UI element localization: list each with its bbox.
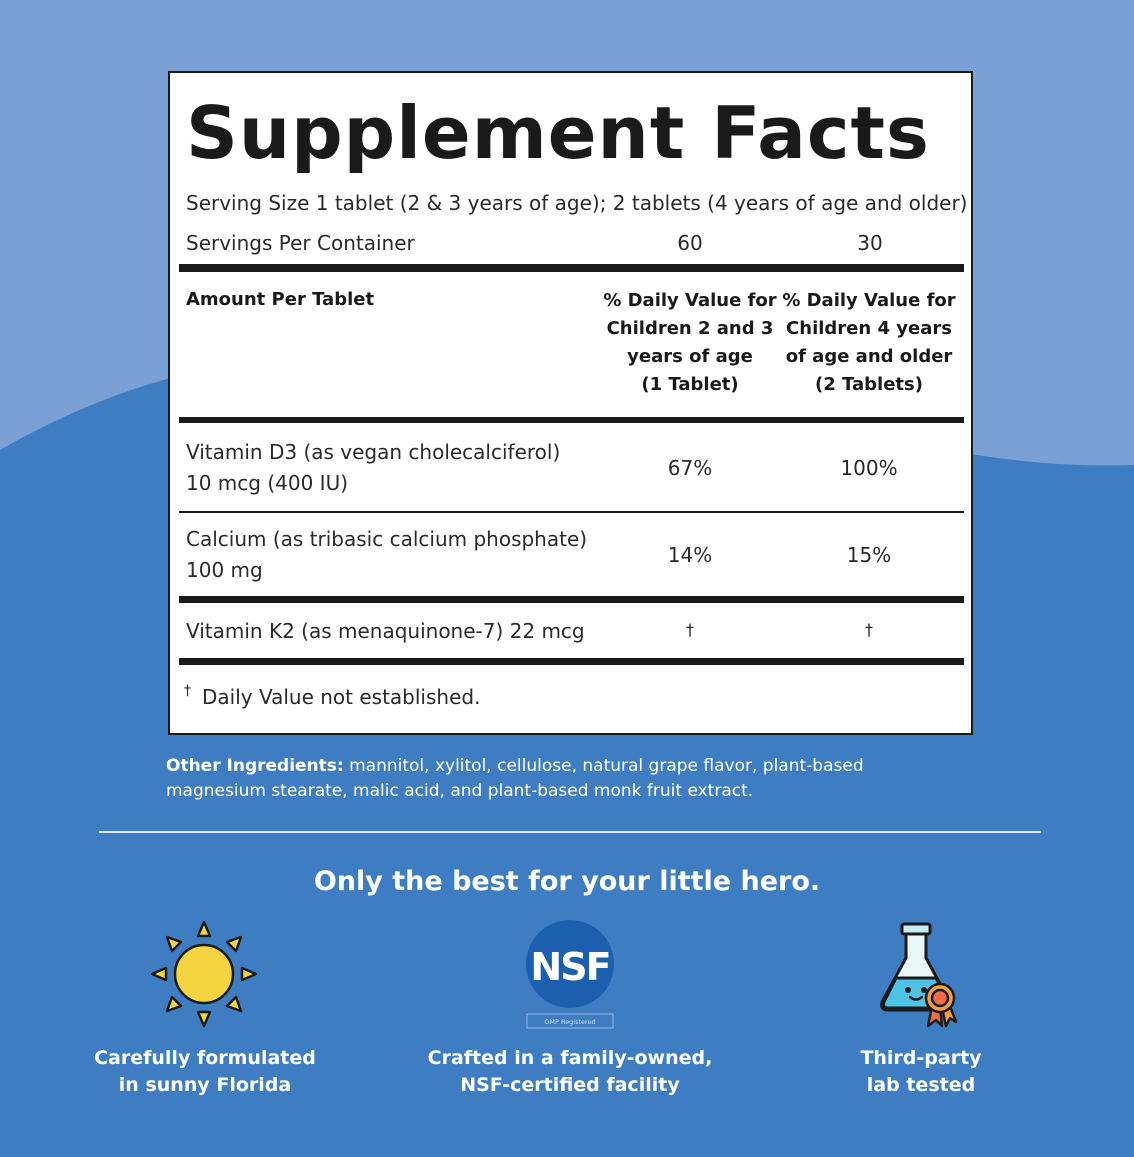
other-ingredients-label: Other Ingredients: bbox=[166, 756, 344, 776]
thick-divider bbox=[179, 658, 964, 665]
panel-title: Supplement Facts bbox=[186, 91, 930, 175]
daily-value-col2: 15% bbox=[846, 543, 892, 567]
flask-icon bbox=[880, 922, 958, 1028]
daily-value-col1: 14% bbox=[667, 543, 713, 567]
nutrient-name-line: Calcium (as tribasic calcium phosphate) bbox=[186, 527, 588, 551]
col2-header-line: (2 Tablets) bbox=[815, 374, 923, 395]
sun-icon bbox=[150, 920, 258, 1028]
nsf-logo-text: NSF bbox=[530, 945, 609, 989]
nutrient-name-line: Vitamin D3 (as vegan cholecalciferol) bbox=[186, 440, 561, 464]
daily-value-col2: 100% bbox=[840, 456, 898, 480]
col2-header-line: Children 4 years bbox=[786, 318, 952, 339]
servings-label: Servings Per Container bbox=[186, 231, 415, 255]
amount-header: Amount Per Tablet bbox=[186, 289, 375, 310]
tagline: Only the best for your little hero. bbox=[313, 866, 821, 897]
col1-header-line: years of age bbox=[627, 346, 753, 367]
col1-header-line: Children 2 and 3 bbox=[606, 318, 774, 339]
badge-label-florida: Carefully formulated in sunny Florida bbox=[35, 1045, 375, 1099]
daily-value-col1: † bbox=[686, 620, 694, 639]
supplement-facts-panel: Supplement Facts Serving Size 1 tablet (… bbox=[168, 71, 973, 735]
col2-header-line: of age and older bbox=[785, 346, 953, 367]
nutrient-name: Vitamin D3 (as vegan cholecalciferol) 10… bbox=[186, 437, 560, 499]
nutrient-name: Calcium (as tribasic calcium phosphate) … bbox=[186, 524, 587, 586]
other-ingredients-text: mannitol, xylitol, cellulose, natural gr… bbox=[166, 756, 864, 801]
daily-value-col2: † bbox=[865, 620, 873, 639]
nsf-sub-text: GMP Registered bbox=[544, 1018, 595, 1026]
section-divider bbox=[99, 831, 1041, 833]
nutrient-name-line: 10 mcg (400 IU) bbox=[186, 471, 349, 495]
thick-divider bbox=[179, 596, 964, 603]
badge-label-line: NSF-certified facility bbox=[460, 1074, 680, 1096]
badge-label-line: Carefully formulated bbox=[94, 1047, 316, 1069]
badge-label-nsf: Crafted in a family-owned, NSF-certified… bbox=[400, 1045, 740, 1099]
col2-header-line: % Daily Value for bbox=[782, 290, 956, 311]
col1-header: % Daily Value for Children 2 and 3 years… bbox=[600, 287, 780, 399]
badge-label-line: lab tested bbox=[866, 1074, 976, 1096]
nutrient-name-line: 100 mg bbox=[186, 558, 263, 582]
serving-size: Serving Size 1 tablet (2 & 3 years of ag… bbox=[186, 191, 968, 215]
footnote-mark: † bbox=[184, 683, 191, 699]
thick-divider bbox=[179, 264, 964, 272]
footnote-text: Daily Value not established. bbox=[202, 685, 481, 709]
nutrient-name-line: Vitamin K2 (as menaquinone-7) 22 mcg bbox=[186, 619, 585, 643]
servings-col1: 60 bbox=[677, 231, 703, 255]
thick-divider bbox=[179, 417, 964, 423]
nutrient-name: Vitamin K2 (as menaquinone-7) 22 mcg bbox=[186, 616, 585, 647]
col1-header-line: % Daily Value for bbox=[603, 290, 777, 311]
row-divider bbox=[179, 511, 964, 513]
nsf-logo: NSF GMP Registered bbox=[526, 920, 614, 1029]
badge-label-line: Crafted in a family-owned, bbox=[427, 1047, 713, 1069]
col2-header: % Daily Value for Children 4 years of ag… bbox=[779, 287, 959, 399]
badge-label-line: Third-party bbox=[860, 1047, 982, 1069]
badge-label-lab: Third-party lab tested bbox=[751, 1045, 1091, 1099]
col1-header-line: (1 Tablet) bbox=[641, 374, 739, 395]
daily-value-col1: 67% bbox=[667, 456, 713, 480]
other-ingredients: Other Ingredients: mannitol, xylitol, ce… bbox=[166, 754, 926, 804]
badge-label-line: in sunny Florida bbox=[118, 1074, 292, 1096]
servings-col2: 30 bbox=[857, 231, 883, 255]
